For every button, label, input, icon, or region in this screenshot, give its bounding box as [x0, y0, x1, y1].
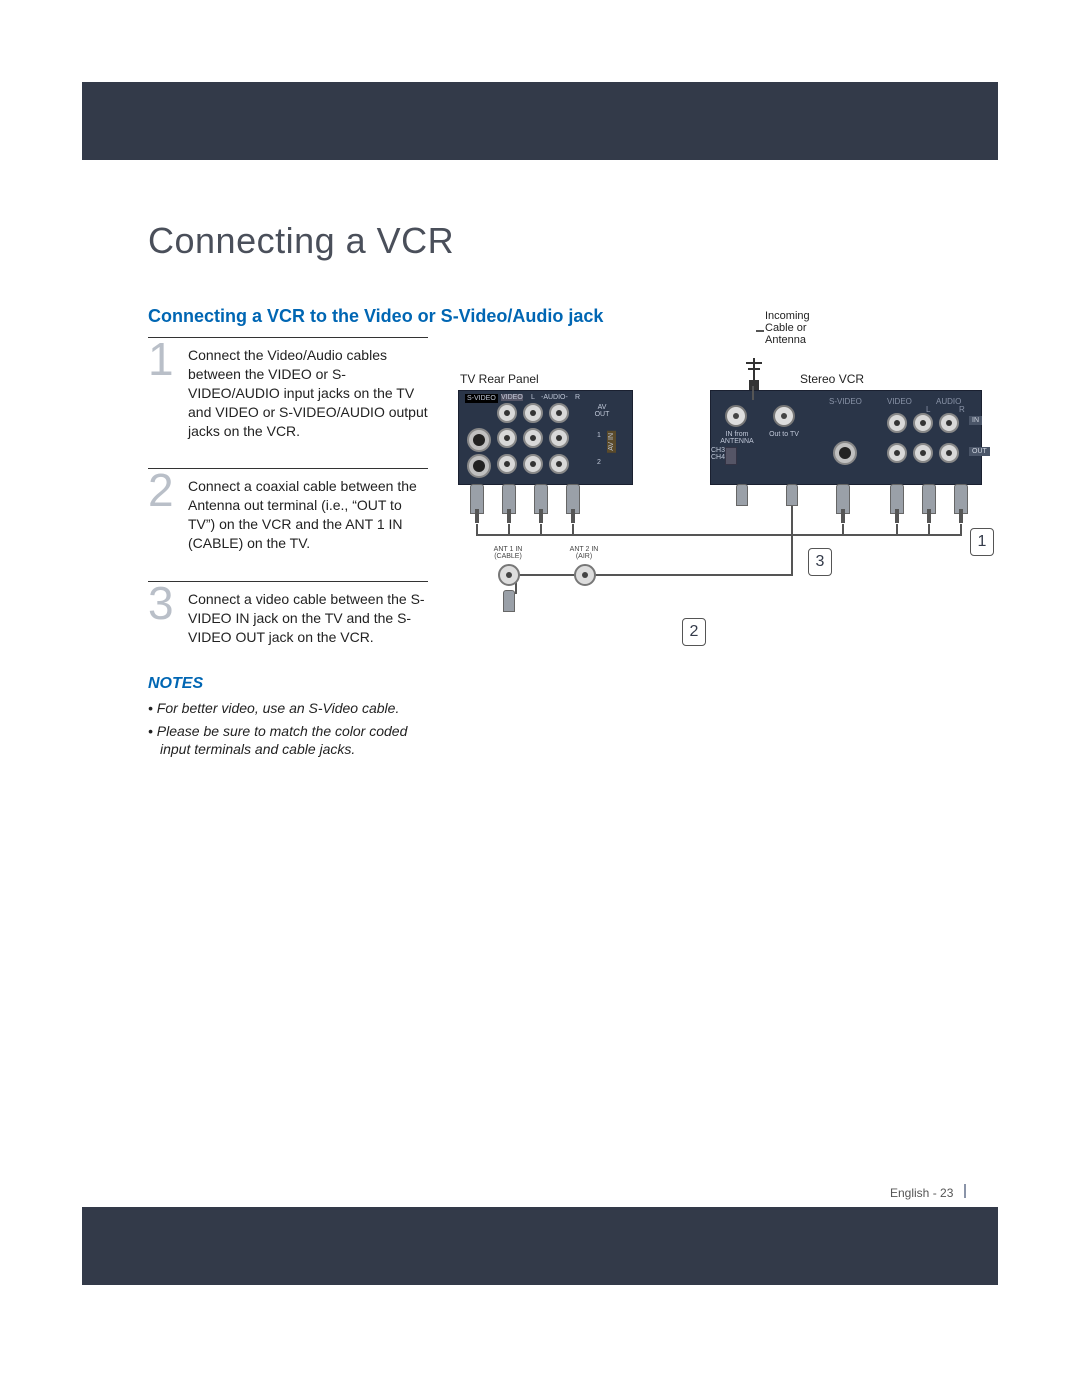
- vcr-video-label: VIDEO: [887, 397, 912, 406]
- cable-plug-icon: [890, 484, 904, 514]
- svideo-jack-icon: [467, 428, 491, 452]
- jack-icon: [913, 443, 933, 463]
- tv-rear-panel: S-VIDEO VIDEO L -AUDIO- R AV OUT 1 2 AV …: [458, 390, 633, 485]
- footer-divider-icon: [964, 1184, 966, 1198]
- step-2: 2 Connect a coaxial cable between the An…: [148, 468, 428, 581]
- callout-1: 1: [970, 528, 994, 556]
- stereo-vcr-label: Stereo VCR: [800, 372, 864, 386]
- step-number: 2: [148, 467, 174, 513]
- vcr-out-tv-label: Out to TV: [765, 431, 803, 438]
- coax-plug-icon: [786, 484, 798, 506]
- tv-video-label: VIDEO: [501, 394, 523, 401]
- vcr-in-label: IN: [969, 416, 982, 425]
- jack-icon: [887, 413, 907, 433]
- step-text: Connect a video cable between the S-VIDE…: [188, 591, 425, 645]
- jack-icon: [523, 454, 543, 474]
- tv-rear-panel-label: TV Rear Panel: [460, 372, 539, 386]
- tv-audio-label: -AUDIO-: [541, 394, 568, 401]
- notes-block: NOTES • For better video, use an S-Video…: [148, 675, 428, 760]
- cable-plug-icon: [502, 484, 516, 514]
- coax-plug-icon: [503, 590, 515, 612]
- vcr-ch-label: CH3 CH4: [711, 447, 725, 461]
- vcr-in-ant-label: IN from ANTENNA: [715, 431, 759, 445]
- cable-plug-icon: [566, 484, 580, 514]
- step-1: 1 Connect the Video/Audio cables between…: [148, 337, 428, 468]
- ant1-jack-icon: [498, 564, 520, 586]
- tv-audio-l-label: L: [531, 394, 535, 401]
- tv-row1-label: 1: [597, 432, 601, 439]
- jack-icon: [887, 443, 907, 463]
- cable-plug-icon: [534, 484, 548, 514]
- step-3: 3 Connect a video cable between the S-VI…: [148, 581, 428, 675]
- jack-icon: [497, 454, 517, 474]
- callout-2: 2: [682, 618, 706, 646]
- antenna-icon: [744, 354, 764, 388]
- notes-heading: NOTES: [148, 675, 428, 693]
- jack-icon: [497, 403, 517, 423]
- steps-column: 1 Connect the Video/Audio cables between…: [148, 337, 428, 675]
- note-item: • For better video, use an S-Video cable…: [148, 699, 428, 718]
- tv-audio-r-label: R: [575, 394, 580, 401]
- callout-3: 3: [808, 548, 832, 576]
- step-number: 3: [148, 580, 174, 626]
- page-title: Connecting a VCR: [148, 220, 968, 262]
- note-item: • Please be sure to match the color code…: [148, 722, 428, 760]
- cable-plug-icon: [836, 484, 850, 514]
- jack-icon: [497, 428, 517, 448]
- step-number: 1: [148, 336, 174, 382]
- page-footer: English - 23: [890, 1186, 953, 1200]
- cable-plug-icon: [954, 484, 968, 514]
- ant2-jack-icon: [574, 564, 596, 586]
- jack-icon: [549, 454, 569, 474]
- vcr-antenna-in-jack: [725, 405, 747, 427]
- tv-avin-label: AV IN: [607, 431, 616, 453]
- vcr-antenna-out-jack: [773, 405, 795, 427]
- tv-row2-label: 2: [597, 459, 601, 466]
- svideo-jack-icon: [467, 454, 491, 478]
- step-text: Connect a coaxial cable between the Ante…: [188, 478, 417, 551]
- header-band: [82, 82, 998, 160]
- vcr-out-label: OUT: [969, 447, 990, 456]
- vcr-audio-label: AUDIO: [936, 397, 961, 406]
- vcr-svideo-label: S-VIDEO: [829, 397, 862, 406]
- jack-icon: [913, 413, 933, 433]
- jack-icon: [523, 428, 543, 448]
- jack-icon: [939, 443, 959, 463]
- tv-svideo-label: S-VIDEO: [465, 394, 498, 403]
- vcr-panel: IN from ANTENNA Out to TV CH3 CH4 S-VIDE…: [710, 390, 982, 485]
- svideo-jack-icon: [833, 441, 857, 465]
- jack-icon: [549, 403, 569, 423]
- ch-switch-icon: [725, 447, 737, 465]
- cable-plug-icon: [470, 484, 484, 514]
- ant1-label: ANT 1 IN (CABLE): [488, 546, 528, 560]
- jack-icon: [549, 428, 569, 448]
- cable-plug-icon: [922, 484, 936, 514]
- footer-band: [82, 1207, 998, 1285]
- incoming-label: Incoming Cable or Antenna: [765, 310, 825, 346]
- step-text: Connect the Video/Audio cables between t…: [188, 347, 428, 439]
- jack-icon: [523, 403, 543, 423]
- vcr-r-label: R: [959, 405, 965, 414]
- tv-avout-label: AV OUT: [592, 404, 612, 418]
- jack-icon: [939, 413, 959, 433]
- coax-plug-icon: [736, 484, 748, 506]
- ant2-label: ANT 2 IN (AIR): [564, 546, 604, 560]
- ant-in-box: ANT 1 IN (CABLE) ANT 2 IN (AIR): [480, 546, 620, 596]
- connection-diagram: Incoming Cable or Antenna TV Rear Panel …: [440, 310, 1000, 650]
